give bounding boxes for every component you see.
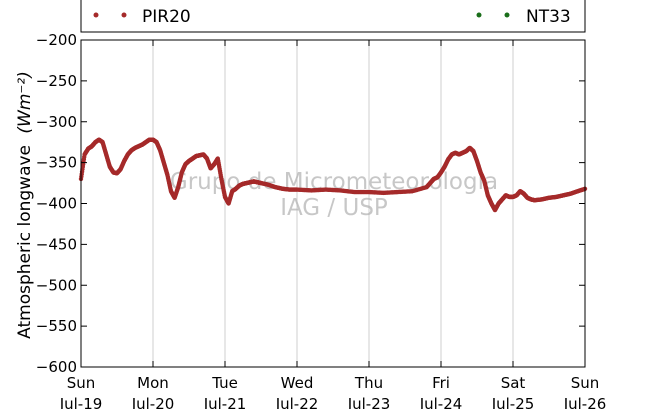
legend-marker-nt33-1 [476, 12, 482, 18]
legend-label-pir20: PIR20 [142, 7, 191, 27]
watermark-line-2: IAG / USP [280, 195, 388, 221]
y-axis-title-text: Atmospheric longwave [15, 145, 35, 339]
x-tick-label-date: Jul-25 [491, 395, 535, 409]
x-tick-label-date: Jul-19 [59, 395, 103, 409]
y-tick-label: −350 [36, 154, 77, 172]
x-tick-label-day: Fri [432, 374, 450, 392]
x-tick-label-day: Sun [571, 374, 600, 392]
y-tick-label: −400 [36, 195, 77, 213]
y-tick-label: −300 [36, 113, 77, 131]
x-tick-label-date: Jul-26 [563, 395, 607, 409]
series-pir20 [78, 137, 588, 213]
legend: PIR20 NT33 [80, 0, 586, 33]
legend-label-nt33: NT33 [526, 7, 571, 27]
x-tick-label-date: Jul-24 [419, 395, 463, 409]
legend-marker-pir20-1 [93, 12, 99, 18]
y-tick-label: −250 [36, 72, 77, 90]
x-tick-label-day: Tue [211, 374, 238, 392]
x-axis: Sun Jul-19 Mon Jul-20 Tue Jul-21 Wed Jul-22 Thu J… [59, 40, 607, 409]
x-tick-label-date: Jul-21 [203, 395, 247, 409]
x-tick-label-day: Mon [137, 374, 169, 392]
legend-marker-nt33-2 [504, 12, 510, 18]
x-tick-label-day: Thu [354, 374, 383, 392]
x-tick-label-date: Jul-23 [347, 395, 391, 409]
x-tick-label-day: Sun [67, 374, 96, 392]
y-tick-label: −500 [36, 276, 77, 294]
legend-frame [80, 0, 586, 33]
y-tick-label: −450 [36, 235, 77, 253]
x-tick-label-date: Jul-22 [275, 395, 319, 409]
y-axis-title-units: (Wm⁻²) [15, 71, 35, 133]
grid-lines [152, 40, 514, 367]
y-tick-label: −550 [36, 317, 77, 335]
x-tick-label-date: Jul-20 [131, 395, 175, 409]
x-tick-label-day: Sat [501, 374, 526, 392]
legend-marker-pir20-2 [121, 12, 127, 18]
x-tick-label-day: Wed [281, 374, 314, 392]
y-axis-title: Atmospheric longwave (Wm⁻²) [15, 71, 35, 339]
y-tick-label: −200 [36, 31, 77, 49]
y-axis: −600 −550 −500 −450 −400 −350 −300 −250 −200 [36, 31, 585, 376]
y-tick-label: −600 [36, 358, 77, 376]
